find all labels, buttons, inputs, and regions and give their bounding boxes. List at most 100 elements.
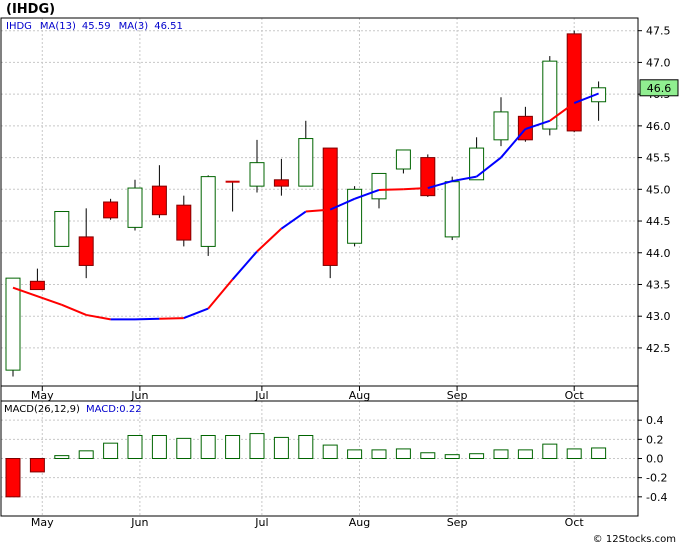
macd-bar <box>566 448 582 459</box>
price-y-tick-label: 44.5 <box>646 215 671 228</box>
ma3-segment <box>329 197 356 211</box>
candle <box>127 179 143 231</box>
ma3-segment <box>12 286 63 306</box>
candle <box>200 175 216 256</box>
macd-bar <box>420 452 436 459</box>
macd-bar <box>347 449 363 459</box>
price-legend: IHDG MA(13) 45.59 MA(3) 46.51 <box>6 21 183 32</box>
ma3-segment <box>573 92 599 104</box>
ma3-segment <box>86 313 111 321</box>
price-y-tick-label: 46.0 <box>646 120 671 133</box>
macd-bar <box>5 458 21 498</box>
candle-body <box>273 179 289 187</box>
candle-body <box>469 147 485 181</box>
macd-x-tick-label: May <box>31 516 54 529</box>
ma3-segment <box>134 317 160 321</box>
candle-body <box>200 176 216 247</box>
macd-x-tick-label: Jul <box>254 516 268 529</box>
price-legend-item: IHDG <box>6 21 32 32</box>
price-legend-item: MA(13) <box>40 21 76 32</box>
candle <box>566 30 582 133</box>
ma3-segment <box>403 187 428 191</box>
candle-body <box>298 138 314 187</box>
macd-bar <box>395 448 411 459</box>
candle <box>395 149 411 174</box>
price-y-tick-label: 43.0 <box>646 310 671 323</box>
candle-body <box>176 204 192 241</box>
candle <box>78 208 94 279</box>
macd-y-tick-label: 0.2 <box>646 433 664 446</box>
price-x-axis: May Jun Jul Aug Sep Oct <box>31 386 584 402</box>
macd-bar <box>29 458 45 473</box>
candle <box>493 97 509 147</box>
macd-y-axis: 0.4 0.2 0.0 -0.2 -0.4 <box>638 414 667 504</box>
candle <box>347 186 363 247</box>
candle-body <box>591 87 607 103</box>
macd-y-tick-label: 0.0 <box>646 453 664 466</box>
ma3-segment <box>207 278 234 310</box>
candle-body <box>566 33 582 132</box>
copyright-footer: © 12Stocks.com <box>593 534 676 545</box>
price-y-tick-label: 42.5 <box>646 342 671 355</box>
candle-body <box>493 111 509 141</box>
price-y-tick-label: 47.5 <box>646 25 671 38</box>
macd-bar <box>103 442 119 459</box>
price-y-tick-label: 47.0 <box>646 56 671 69</box>
ma3-segment <box>183 307 209 320</box>
last-price-badge <box>639 79 679 97</box>
price-legend-item: MA(3) <box>119 21 149 32</box>
macd-bar <box>176 437 192 459</box>
macd-bar <box>371 449 387 459</box>
ma3-segment <box>305 208 331 213</box>
macd-bar <box>151 435 167 459</box>
macd-bar <box>591 447 607 460</box>
macd-legend-item: MACD:0.22 <box>86 404 142 415</box>
candle <box>322 147 338 279</box>
chart-title: (IHDG) <box>6 2 55 17</box>
candle-body <box>127 187 143 228</box>
macd-x-axis: May Jun Jul Aug Sep Oct <box>31 516 584 529</box>
candle <box>249 139 265 193</box>
price-legend-item: 45.59 <box>82 21 111 32</box>
price-y-tick-label: 45.0 <box>646 183 671 196</box>
ma3-segment <box>256 227 283 253</box>
candle <box>225 180 240 212</box>
price-x-axis-strip <box>0 385 639 402</box>
macd-x-tick-label: Sep <box>447 516 468 529</box>
candle <box>29 268 45 291</box>
last-price-label: 46.6 <box>647 82 672 95</box>
candle <box>5 277 21 377</box>
candle <box>591 81 607 121</box>
candle-body <box>347 188 363 244</box>
candle-body <box>420 157 436 197</box>
candle <box>420 154 436 197</box>
ma3-segment <box>549 102 575 122</box>
candle <box>444 176 460 241</box>
candle <box>103 198 119 220</box>
candle-body <box>371 172 387 200</box>
macd-y-tick-label: 0.4 <box>646 414 664 427</box>
price-x-tick-label: May <box>31 389 54 402</box>
candle <box>469 137 485 181</box>
candle-body <box>542 60 558 130</box>
candle-body <box>54 211 70 247</box>
ma3-segment <box>427 180 453 190</box>
macd-bar <box>249 433 265 460</box>
ma3-segment <box>159 317 184 320</box>
candle <box>176 195 192 247</box>
candle-body <box>151 185 167 216</box>
ma3-segment <box>280 210 307 230</box>
macd-bar <box>200 435 216 459</box>
macd-bar <box>127 435 143 459</box>
macd-legend: MACD(26,12,9) MACD:0.22 <box>4 404 142 415</box>
macd-bar <box>322 444 338 460</box>
macd-bar <box>273 436 289 459</box>
candle <box>273 158 289 196</box>
macd-legend-item: MACD(26,12,9) <box>4 404 80 415</box>
candle-body <box>5 277 21 371</box>
macd-bar <box>542 443 558 459</box>
candle <box>151 165 167 218</box>
macd-bar <box>469 453 485 460</box>
price-x-tick-label: Sep <box>447 389 468 402</box>
macd-y-tick-label: -0.2 <box>646 472 667 485</box>
